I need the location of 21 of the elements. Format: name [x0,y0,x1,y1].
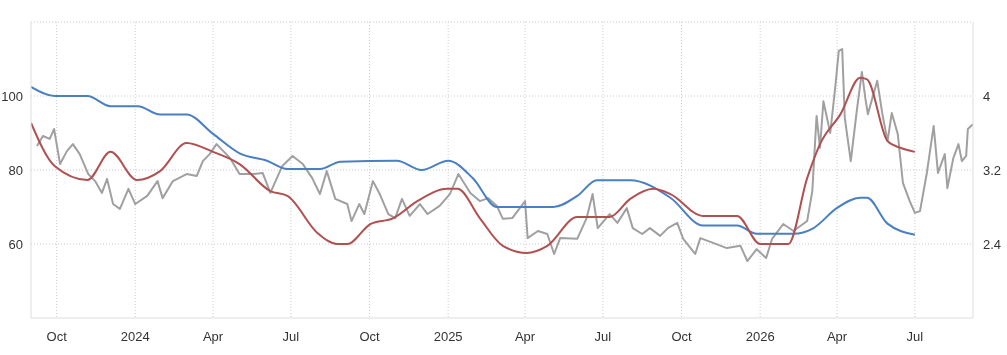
y2-tick-label: 2.4 [983,236,1002,252]
y-tick-label: 60 [8,236,23,252]
x-tick-label: Oct [671,329,692,345]
line-series [31,76,916,254]
x-tick-label: 2025 [433,329,463,345]
line-series [35,48,973,263]
x-tick-label: 2026 [745,329,775,345]
line-series [31,85,916,236]
y-tick-label: 80 [8,162,23,178]
x-tick-label: Oct [359,329,380,345]
x-tick-label: Apr [826,329,848,345]
x-tick-label: Apr [514,329,536,345]
y2-tick-label: 3.2 [983,162,1002,178]
x-tick-label: Oct [46,329,68,345]
x-tick-label: 2024 [120,329,150,345]
x-tick-label: Jul [906,329,924,345]
x-tick-label: Jul [282,329,300,345]
x-tick-label: Apr [202,329,224,345]
y-tick-label: 100 [1,88,23,104]
y2-tick-label: 4 [983,88,991,104]
x-tick-label: Jul [594,329,612,345]
